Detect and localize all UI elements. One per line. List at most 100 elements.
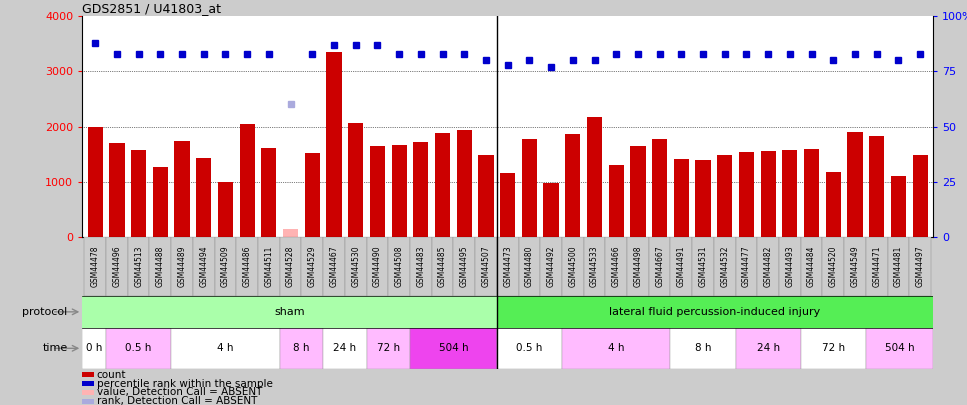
Bar bbox=[82, 296, 497, 328]
Bar bbox=[649, 237, 670, 296]
Bar bbox=[587, 117, 602, 237]
Text: 4 h: 4 h bbox=[218, 343, 234, 353]
Bar bbox=[670, 237, 692, 296]
Text: GSM44498: GSM44498 bbox=[633, 245, 642, 287]
Bar bbox=[913, 155, 927, 237]
Bar bbox=[652, 139, 667, 237]
Text: GSM44493: GSM44493 bbox=[785, 245, 794, 287]
Bar bbox=[605, 237, 627, 296]
Bar bbox=[782, 150, 798, 237]
Bar bbox=[345, 237, 366, 296]
Text: GSM44495: GSM44495 bbox=[459, 245, 469, 287]
Bar bbox=[909, 237, 931, 296]
Bar bbox=[565, 134, 580, 237]
Bar bbox=[435, 133, 451, 237]
Text: protocol: protocol bbox=[22, 307, 68, 317]
Bar bbox=[801, 237, 823, 296]
Bar bbox=[475, 237, 497, 296]
Text: 0.5 h: 0.5 h bbox=[516, 343, 542, 353]
Text: GSM44485: GSM44485 bbox=[438, 245, 447, 287]
Bar bbox=[865, 328, 933, 369]
Text: GSM44496: GSM44496 bbox=[112, 245, 122, 287]
Bar bbox=[109, 143, 125, 237]
Bar bbox=[497, 237, 518, 296]
Bar bbox=[541, 237, 562, 296]
Text: GSM44486: GSM44486 bbox=[243, 245, 251, 287]
Bar bbox=[692, 237, 714, 296]
Bar bbox=[366, 328, 410, 369]
Bar bbox=[674, 159, 689, 237]
Bar bbox=[196, 158, 212, 237]
Bar bbox=[240, 124, 254, 237]
Bar bbox=[392, 145, 407, 237]
Bar bbox=[366, 237, 389, 296]
Text: GSM44490: GSM44490 bbox=[373, 245, 382, 287]
Bar bbox=[847, 132, 863, 237]
Text: 4 h: 4 h bbox=[608, 343, 625, 353]
Bar bbox=[739, 153, 754, 237]
Text: GSM44488: GSM44488 bbox=[156, 245, 164, 287]
Bar bbox=[106, 237, 128, 296]
Bar bbox=[323, 237, 345, 296]
Bar bbox=[518, 237, 541, 296]
Bar bbox=[302, 237, 323, 296]
Bar bbox=[479, 155, 493, 237]
Text: 504 h: 504 h bbox=[885, 343, 915, 353]
Bar bbox=[279, 328, 323, 369]
Bar bbox=[261, 147, 277, 237]
Bar bbox=[171, 328, 279, 369]
Text: GSM44530: GSM44530 bbox=[351, 245, 361, 287]
Text: GSM44508: GSM44508 bbox=[395, 245, 403, 287]
Bar bbox=[826, 172, 841, 237]
Text: GSM44531: GSM44531 bbox=[698, 245, 708, 287]
Bar bbox=[562, 237, 584, 296]
Text: GSM44477: GSM44477 bbox=[742, 245, 751, 287]
Text: GSM44491: GSM44491 bbox=[677, 245, 686, 287]
Text: percentile rank within the sample: percentile rank within the sample bbox=[97, 379, 273, 388]
Bar bbox=[456, 130, 472, 237]
Bar bbox=[410, 237, 431, 296]
Bar bbox=[150, 237, 171, 296]
Text: GSM44509: GSM44509 bbox=[221, 245, 230, 287]
Bar bbox=[192, 237, 215, 296]
Text: GSM44529: GSM44529 bbox=[308, 245, 317, 287]
Text: GSM44482: GSM44482 bbox=[764, 245, 773, 287]
Bar bbox=[171, 237, 192, 296]
Text: count: count bbox=[97, 370, 127, 379]
Bar bbox=[413, 142, 428, 237]
Text: GSM44507: GSM44507 bbox=[482, 245, 490, 287]
Text: GSM44520: GSM44520 bbox=[829, 245, 837, 287]
Text: 0.5 h: 0.5 h bbox=[126, 343, 152, 353]
Text: sham: sham bbox=[275, 307, 305, 317]
Bar bbox=[348, 123, 364, 237]
Bar bbox=[891, 176, 906, 237]
Text: GSM44511: GSM44511 bbox=[264, 245, 274, 287]
Bar bbox=[695, 160, 711, 237]
Text: GSM44484: GSM44484 bbox=[807, 245, 816, 287]
Bar bbox=[670, 328, 736, 369]
Text: GSM44483: GSM44483 bbox=[417, 245, 425, 287]
Text: GSM44667: GSM44667 bbox=[655, 245, 664, 287]
Text: GSM44473: GSM44473 bbox=[503, 245, 513, 287]
Text: GSM44467: GSM44467 bbox=[330, 245, 338, 287]
Text: GSM44497: GSM44497 bbox=[916, 245, 924, 287]
Bar bbox=[283, 229, 298, 237]
Bar bbox=[82, 328, 106, 369]
Bar bbox=[327, 52, 341, 237]
Bar bbox=[522, 139, 537, 237]
Bar bbox=[630, 147, 646, 237]
Bar bbox=[584, 237, 605, 296]
Bar bbox=[279, 237, 302, 296]
Bar bbox=[500, 173, 515, 237]
Text: GSM44478: GSM44478 bbox=[91, 245, 100, 287]
Bar bbox=[218, 182, 233, 237]
Bar bbox=[431, 237, 454, 296]
Text: 24 h: 24 h bbox=[756, 343, 779, 353]
Bar bbox=[497, 328, 562, 369]
Bar bbox=[454, 237, 475, 296]
Bar bbox=[761, 151, 776, 237]
Text: GSM44471: GSM44471 bbox=[872, 245, 881, 287]
Bar bbox=[174, 141, 190, 237]
Text: GSM44533: GSM44533 bbox=[590, 245, 599, 287]
Bar bbox=[215, 237, 236, 296]
